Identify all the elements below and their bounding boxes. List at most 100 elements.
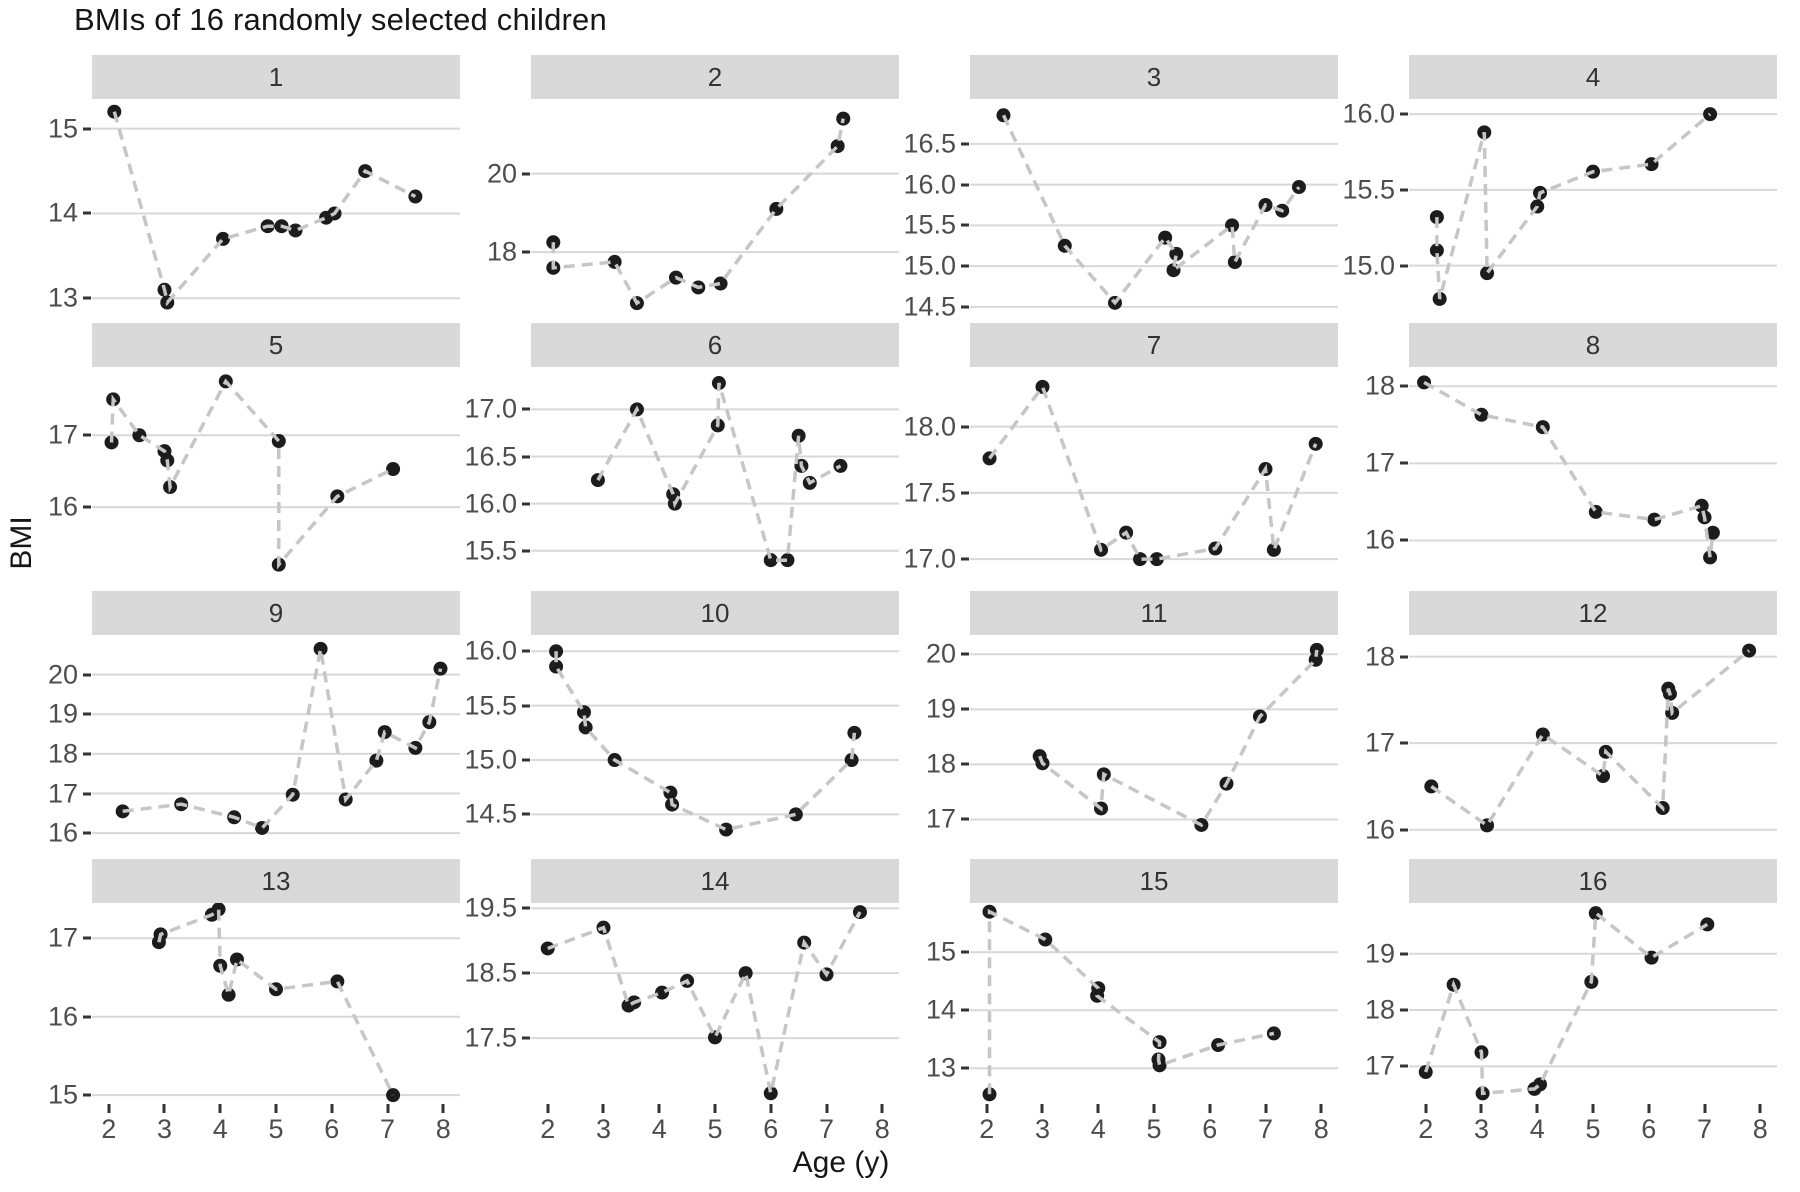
x-tick-mark (601, 1104, 605, 1113)
y-tick-label: 17 (47, 419, 78, 450)
facet-plot (970, 367, 1338, 579)
y-tick-label: 15.5 (1342, 174, 1395, 205)
series-line (1423, 380, 1715, 558)
x-tick-label: 5 (707, 1114, 723, 1144)
x-tick-mark (985, 1104, 989, 1113)
x-tick-label: 3 (156, 1114, 172, 1144)
x-tick-mark (1152, 1104, 1156, 1113)
y-tick-label: 13 (925, 1052, 956, 1083)
plot-svg (970, 642, 1338, 832)
facet-plot (1409, 367, 1777, 579)
data-point (221, 987, 236, 1002)
data-point (1703, 550, 1718, 565)
y-tick-label: 19 (47, 698, 78, 729)
facet-strip: 9 (92, 591, 460, 635)
data-point (288, 223, 303, 238)
facet-plot (531, 99, 899, 311)
facet-strip: 15 (970, 859, 1338, 903)
data-point (408, 189, 423, 204)
series-line (122, 648, 443, 831)
series-line (988, 383, 1318, 561)
data-point (369, 753, 384, 768)
facet-strip: 11 (970, 591, 1338, 635)
x-tick-mark (1208, 1104, 1212, 1113)
x-tick-label: 4 (651, 1114, 667, 1144)
x-tick-label: 8 (1752, 1114, 1768, 1144)
facet-cell: 18.0 17.5 17.0 7 (900, 323, 1339, 579)
x-tick-label: 5 (268, 1114, 284, 1144)
y-tick-mark (961, 183, 969, 187)
facet-plot (1409, 635, 1777, 847)
y-tick-label: 17.0 (464, 393, 517, 424)
plot-svg (1409, 643, 1777, 833)
x-tick-mark (1703, 1104, 1706, 1113)
y-tick-mark (522, 502, 530, 506)
x-tick-mark (274, 1104, 278, 1113)
facet-strip-label: 2 (707, 61, 723, 92)
facet-cell: 16.0 15.5 15.0 14.5 10 (461, 591, 900, 847)
plot-svg (970, 904, 1338, 1102)
y-tick-mark (83, 1015, 91, 1019)
y-tick-label: 16 (1364, 814, 1395, 845)
y-tick-label: 17 (47, 922, 78, 953)
y-tick-mark (522, 971, 530, 975)
facet-strip: 12 (1409, 591, 1777, 635)
y-tick-mark (83, 433, 91, 437)
x-axis: 2 3 4 5 6 7 8 (970, 1103, 1338, 1145)
facet-cell: 20 19 18 17 11 (900, 591, 1339, 847)
y-tick-mark (961, 707, 969, 711)
series-line (1038, 649, 1319, 828)
data-point (1694, 498, 1709, 513)
y-tick-mark (1400, 264, 1408, 268)
y-tick-label: 20 (925, 638, 956, 669)
plot-svg (531, 376, 899, 568)
x-tick-mark (330, 1104, 334, 1113)
facet-cell: 15 14 13 1 (22, 55, 461, 313)
facet-plot (1409, 903, 1777, 1103)
x-tick-label: 8 (435, 1114, 451, 1144)
plot-svg (970, 108, 1338, 310)
data-point (844, 753, 859, 768)
y-tick-mark (522, 1036, 530, 1040)
y-tick-mark (522, 906, 530, 910)
x-tick-mark (546, 1104, 550, 1113)
data-point (1647, 512, 1662, 527)
facet-strip-label: 16 (1578, 865, 1608, 896)
y-tick-mark (1400, 952, 1408, 956)
facet-strip: 13 (92, 859, 460, 903)
y-tick-label: 15.0 (903, 250, 956, 281)
plot-svg (92, 104, 460, 310)
facet-strip-label: 4 (1585, 61, 1601, 92)
y-tick-label: 16.0 (1342, 98, 1395, 129)
series-line (554, 651, 857, 832)
y-tick-label: 15.5 (464, 690, 517, 721)
facet-plot (1409, 99, 1777, 311)
plot-svg (531, 905, 899, 1101)
plot-svg (970, 379, 1338, 567)
y-tick-label: 17.5 (464, 1022, 517, 1053)
x-tick-label: 2 (540, 1114, 556, 1144)
y-tick-label: 16 (47, 817, 78, 848)
y-tick-label: 19.5 (464, 892, 517, 923)
facet-strip-label: 3 (1146, 61, 1162, 92)
y-tick-mark (83, 831, 91, 835)
y-tick-mark (961, 425, 969, 429)
facet-strip: 16 (1409, 859, 1777, 903)
data-point (1225, 218, 1240, 233)
y-tick-label: 14.5 (464, 798, 517, 829)
data-point (763, 1086, 778, 1101)
x-tick-label: 3 (1473, 1114, 1489, 1144)
x-tick-mark (441, 1104, 445, 1113)
series-line (596, 382, 842, 562)
y-tick-label: 17.0 (903, 543, 956, 574)
x-tick-mark (162, 1104, 166, 1113)
y-tick-label: 14.5 (903, 291, 956, 322)
data-point (386, 462, 401, 477)
data-point (713, 276, 728, 291)
y-tick-mark (83, 673, 91, 677)
facet-strip-label: 7 (1146, 329, 1162, 360)
y-axis-gutter: 17 16 15 (22, 859, 92, 1145)
y-tick-label: 18 (1364, 641, 1395, 672)
x-tick-label: 5 (1585, 1114, 1601, 1144)
plot-svg (92, 903, 460, 1103)
